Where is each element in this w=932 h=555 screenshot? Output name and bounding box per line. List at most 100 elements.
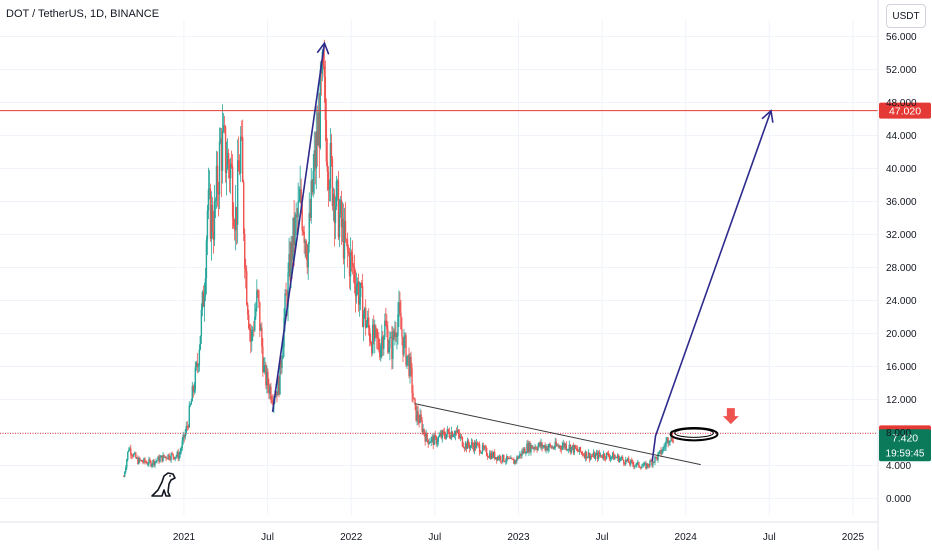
x-tick-label: Jul (261, 532, 274, 543)
candle-body (393, 331, 395, 338)
candle-body (440, 433, 442, 438)
candle-body (319, 69, 322, 148)
candle-body (481, 445, 484, 452)
candle-body (556, 445, 558, 447)
candle-body (595, 452, 598, 455)
candle-body (586, 456, 589, 459)
price-level-badge[interactable] (879, 102, 931, 119)
candle-body (208, 188, 211, 190)
candle-body (392, 331, 394, 359)
candle-body (519, 453, 521, 457)
candle-body (242, 137, 244, 183)
candle-body (648, 465, 650, 467)
candle-body (559, 445, 561, 449)
candle-body (424, 434, 426, 442)
candle-body (415, 404, 417, 421)
candle-body (545, 446, 547, 451)
candle-body (375, 325, 377, 330)
candle-body (498, 456, 500, 460)
candle-body (248, 314, 250, 329)
candle-body (401, 329, 403, 337)
candle-body (132, 455, 134, 457)
candle-body (567, 449, 569, 450)
candle-body (237, 160, 240, 172)
x-tick-label: 2024 (675, 532, 698, 543)
candle-body (532, 447, 534, 449)
candle-body (349, 252, 352, 277)
candle-body (372, 324, 374, 354)
highlight-ellipse-inner[interactable] (674, 428, 714, 438)
rally-arrow-head[interactable] (316, 41, 330, 55)
candle-body (399, 302, 401, 314)
candle-body (487, 456, 490, 458)
candle-body (171, 453, 173, 455)
y-tick-label: 36.000 (886, 197, 917, 208)
candle-body (450, 431, 453, 439)
candle-body (625, 459, 627, 465)
candle-body (342, 218, 345, 259)
candle-body (142, 461, 144, 463)
candle-body (158, 456, 160, 462)
candle-body (230, 163, 233, 167)
trendline[interactable] (414, 403, 701, 466)
currency-button[interactable]: USDT (886, 4, 926, 28)
candle-body (139, 458, 141, 461)
candle-body (561, 445, 563, 450)
candle-body (257, 290, 259, 292)
candle-body (364, 308, 367, 328)
candle-body (602, 453, 605, 458)
candle-body (390, 337, 392, 338)
candle-body (457, 430, 460, 434)
candle-body (509, 458, 511, 460)
candle-body (366, 317, 369, 324)
candle-body (232, 217, 235, 227)
candle-body (291, 242, 293, 261)
candle-body (535, 447, 537, 449)
rally-arrow-line[interactable] (271, 42, 326, 412)
candle-body (407, 354, 409, 357)
candle-body (423, 429, 425, 435)
candle-body (211, 204, 214, 232)
candle-body (146, 462, 148, 465)
candle-body (288, 253, 290, 273)
candle-body (346, 239, 349, 251)
candle-body (495, 457, 497, 459)
candle-body (380, 345, 382, 358)
candle-body (649, 460, 651, 466)
candle-body (658, 452, 660, 454)
candle-body (285, 293, 287, 296)
candle-body (179, 451, 181, 455)
candle-body (205, 240, 208, 279)
candle-body (641, 466, 643, 469)
candle-body (141, 460, 143, 462)
highlight-ellipse[interactable] (669, 426, 719, 442)
candle-body (659, 450, 661, 453)
candle-body (655, 456, 657, 458)
candle-body (405, 335, 407, 366)
down-arrow-icon[interactable] (722, 408, 739, 425)
candle-body (576, 448, 579, 451)
target-arrow-line[interactable] (651, 110, 772, 462)
candle-body (589, 456, 592, 460)
candle-body (133, 453, 135, 457)
candle-body (468, 445, 471, 449)
candle-body (593, 452, 596, 459)
candle-body (220, 138, 223, 171)
candle-body (410, 356, 412, 369)
candle-body (174, 457, 176, 460)
candle-body (489, 453, 492, 459)
candle-body (381, 336, 383, 346)
candle-body (523, 448, 525, 453)
candle-body (180, 448, 182, 452)
current-price-badge[interactable] (879, 429, 931, 462)
candle-body (447, 429, 450, 432)
candle-body (359, 283, 362, 297)
drawings[interactable] (271, 41, 774, 466)
candle-body (383, 337, 385, 349)
candle-body (196, 362, 199, 368)
target-arrow-head[interactable] (761, 109, 774, 123)
candle-body (508, 458, 510, 460)
